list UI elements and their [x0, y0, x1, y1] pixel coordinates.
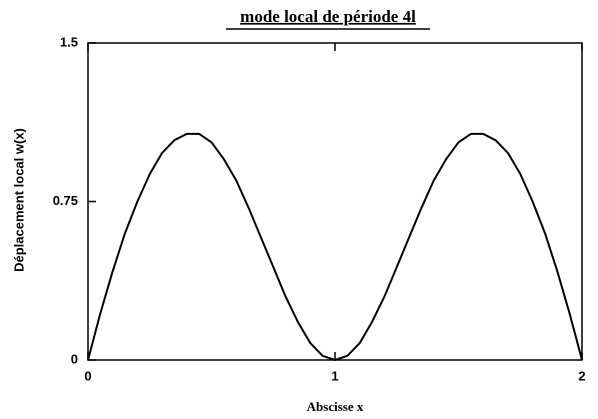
x-tick-label: 1 — [331, 368, 338, 383]
plot-frame — [87, 42, 583, 361]
y-axis-label: Déplacement local w(x) — [11, 128, 26, 272]
y-tick-label: 0 — [71, 351, 78, 366]
x-axis-label: Abscisse x — [307, 399, 364, 414]
x-tick-label: 2 — [578, 368, 585, 383]
y-tick-label: 0.75 — [53, 193, 78, 208]
chart-title: mode local de période 4l — [240, 7, 416, 26]
x-tick-label: 0 — [84, 368, 91, 383]
y-tick-label: 1.5 — [60, 34, 78, 49]
line-series — [87, 132, 583, 361]
